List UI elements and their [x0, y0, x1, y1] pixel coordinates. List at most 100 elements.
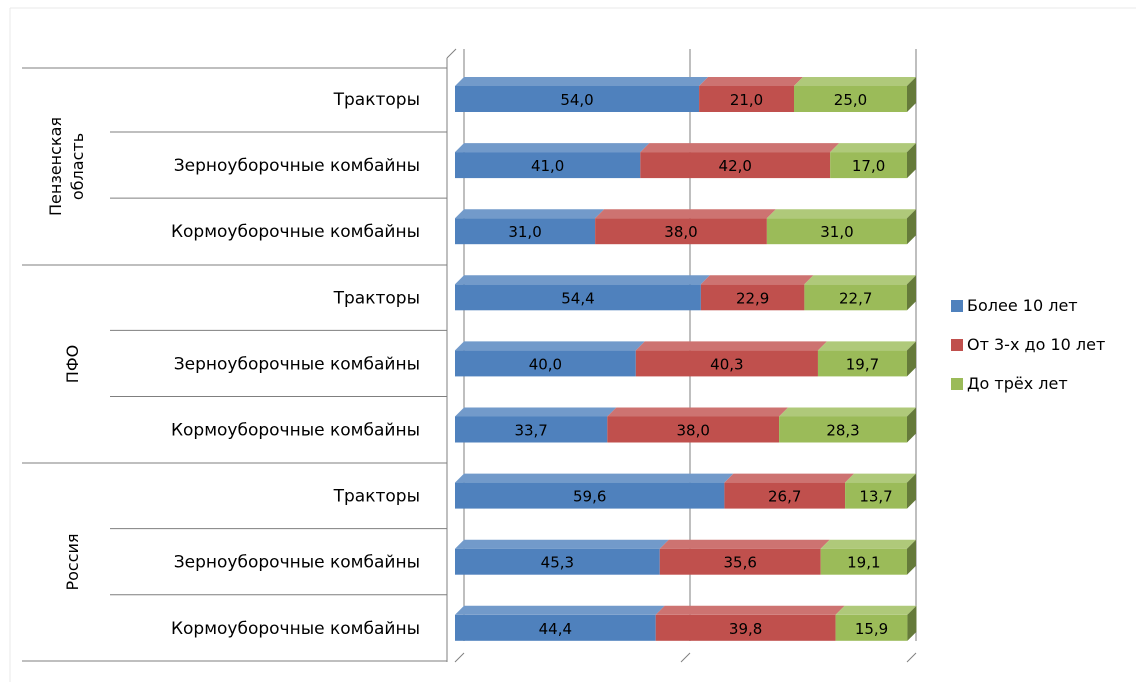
bar-segment	[455, 548, 660, 575]
bar-segment-top	[724, 473, 855, 483]
bar-segment	[794, 86, 907, 112]
bar-segment-side	[907, 275, 916, 311]
bar-segment	[635, 350, 818, 377]
bar-segment-top	[659, 539, 830, 549]
data-label: 35,6	[724, 554, 757, 572]
bar-segment-top	[455, 341, 645, 351]
data-label: 13,7	[859, 488, 892, 506]
bar-segment-top	[835, 605, 917, 615]
data-label: 38,0	[677, 422, 710, 440]
legend-swatch	[951, 339, 963, 351]
legend-swatch	[951, 300, 963, 312]
bar-segment	[455, 614, 656, 641]
bar-segment	[845, 482, 907, 509]
gridline-floor	[454, 652, 465, 663]
bar-segment	[640, 152, 831, 179]
bar-segment-top	[455, 77, 709, 86]
bar-segment-side	[907, 143, 916, 179]
bar-segment	[766, 218, 907, 245]
group-label-text: область	[68, 133, 87, 200]
data-label: 44,4	[539, 620, 572, 638]
bar-segment-top	[820, 539, 916, 549]
data-label: 42,0	[719, 157, 752, 175]
category-axis	[22, 58, 448, 662]
data-label: 54,0	[560, 91, 593, 109]
bar-segment	[455, 482, 725, 509]
data-label: 45,3	[541, 554, 574, 572]
bar-segment	[595, 218, 767, 245]
bar-segment-top	[804, 275, 916, 285]
bar-segment-top	[607, 407, 789, 417]
data-label: 22,7	[839, 289, 872, 307]
bar-segment	[607, 416, 780, 443]
bar-segment-top	[766, 209, 916, 219]
bar-segment-side	[907, 473, 916, 509]
bar-segment-top	[794, 77, 916, 86]
legend-label: От 3-х до 10 лет	[967, 335, 1105, 354]
group-label: Пензенская область	[46, 117, 87, 216]
category-label: Зерноуборочные комбайны	[174, 553, 420, 573]
data-label: 15,9	[855, 620, 888, 638]
data-label: 31,0	[820, 223, 853, 241]
bar-segment-top	[455, 143, 650, 153]
group-label-text: Россия	[63, 533, 82, 590]
data-label: 40,0	[529, 355, 562, 373]
category-label: Тракторы	[333, 90, 420, 110]
bar-segment	[700, 284, 805, 311]
bar-segment-top	[455, 209, 605, 219]
data-label: 54,4	[561, 289, 594, 307]
bar-segment-top	[595, 209, 776, 219]
bar-segment-side	[907, 605, 917, 641]
bar-segment-top	[830, 143, 916, 153]
bar-segment	[455, 284, 701, 311]
bar-segment-top	[700, 275, 814, 285]
bar-segment-top	[635, 341, 827, 351]
legend-label: Более 10 лет	[967, 296, 1078, 315]
bar-segment-top	[640, 143, 840, 153]
bar-segment-side	[907, 407, 916, 443]
category-label: Кормоуборочные комбайны	[171, 619, 420, 639]
bar-segment	[659, 548, 821, 575]
data-label: 22,9	[736, 289, 769, 307]
bar-segment-top	[655, 605, 845, 615]
bar-segment	[817, 350, 907, 377]
bar-segment-top	[817, 341, 916, 351]
data-label: 38,0	[664, 223, 697, 241]
category-label: Тракторы	[333, 487, 420, 507]
data-label: 59,6	[573, 488, 606, 506]
bar-segment-top	[455, 539, 669, 549]
gridline-floor	[680, 652, 691, 663]
bar-segment	[699, 86, 794, 112]
bar-segment-top	[699, 77, 803, 86]
category-label: Зерноуборочные комбайны	[174, 354, 420, 374]
group-label-text: ПФО	[63, 345, 82, 383]
category-label: Кормоуборочные комбайны	[171, 421, 420, 441]
gridline-floor	[906, 652, 917, 663]
legend-label: До трёх лет	[967, 374, 1068, 393]
bar-segment	[779, 416, 907, 443]
bar-segment-top	[779, 407, 916, 417]
data-label: 17,0	[852, 157, 885, 175]
data-label: 26,7	[768, 488, 801, 506]
bar-segment	[830, 152, 907, 179]
bar-segment-side	[907, 341, 916, 377]
bars: 54,0 21,0 25,0 41,0 42,0 17,0 31,0 38,0 31,0 54,4…	[455, 77, 917, 641]
bar-segment-top	[455, 407, 617, 417]
bar-segment	[655, 614, 836, 641]
data-label: 19,1	[847, 554, 880, 572]
bar-segment	[455, 152, 641, 179]
group-label: ПФО	[63, 345, 82, 383]
legend: Более 10 лет От 3-х до 10 лет До трёх лет	[951, 296, 1105, 393]
bar-segment	[835, 614, 908, 641]
bar-segment	[804, 284, 907, 311]
data-label: 39,8	[729, 620, 762, 638]
bar-segment-side	[907, 77, 916, 112]
bar-segment-top	[455, 605, 665, 615]
group-label: Россия	[63, 533, 82, 590]
bar-segment-top	[455, 473, 734, 483]
category-label: Кормоуборочные комбайны	[171, 222, 420, 242]
bar-segment-side	[907, 539, 916, 575]
bar-segment	[455, 416, 608, 443]
